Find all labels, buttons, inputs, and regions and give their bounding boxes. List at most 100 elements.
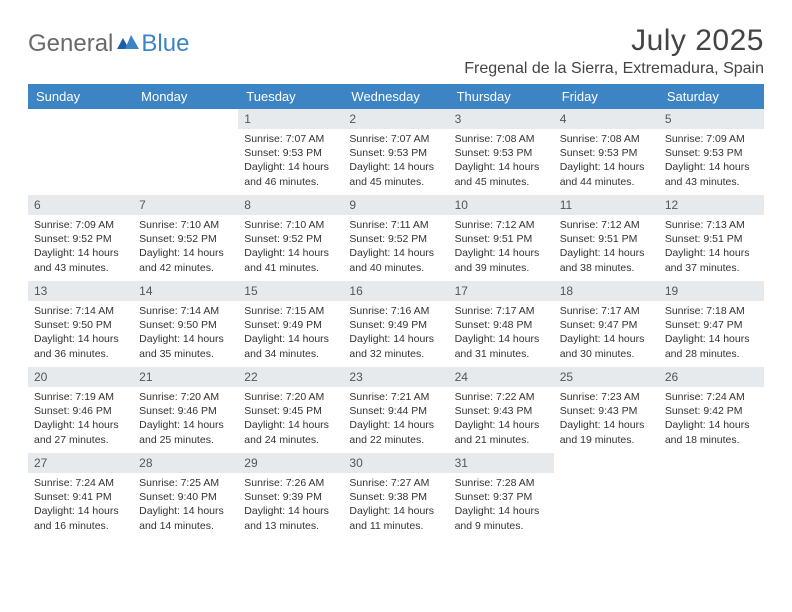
daylight-text: Daylight: 14 hours and 24 minutes.: [244, 418, 337, 446]
daylight-text: Daylight: 14 hours and 21 minutes.: [455, 418, 548, 446]
calendar-cell: 31Sunrise: 7:28 AMSunset: 9:37 PMDayligh…: [449, 453, 554, 539]
daylight-text: Daylight: 14 hours and 44 minutes.: [560, 160, 653, 188]
sunrise-text: Sunrise: 7:12 AM: [455, 218, 548, 232]
calendar-cell: 13Sunrise: 7:14 AMSunset: 9:50 PMDayligh…: [28, 281, 133, 367]
daylight-text: Daylight: 14 hours and 16 minutes.: [34, 504, 127, 532]
calendar-cell: 19Sunrise: 7:18 AMSunset: 9:47 PMDayligh…: [659, 281, 764, 367]
calendar-week-row: 20Sunrise: 7:19 AMSunset: 9:46 PMDayligh…: [28, 367, 764, 453]
calendar-cell: 11Sunrise: 7:12 AMSunset: 9:51 PMDayligh…: [554, 195, 659, 281]
daylight-text: Daylight: 14 hours and 43 minutes.: [665, 160, 758, 188]
day-details: Sunrise: 7:17 AMSunset: 9:47 PMDaylight:…: [554, 301, 659, 367]
day-details: Sunrise: 7:25 AMSunset: 9:40 PMDaylight:…: [133, 473, 238, 539]
month-title: July 2025: [464, 24, 764, 58]
sunset-text: Sunset: 9:43 PM: [455, 404, 548, 418]
calendar-body: 1Sunrise: 7:07 AMSunset: 9:53 PMDaylight…: [28, 109, 764, 539]
daylight-text: Daylight: 14 hours and 43 minutes.: [34, 246, 127, 274]
day-number: 23: [343, 367, 448, 387]
daylight-text: Daylight: 14 hours and 34 minutes.: [244, 332, 337, 360]
day-number: 28: [133, 453, 238, 473]
calendar-cell: 16Sunrise: 7:16 AMSunset: 9:49 PMDayligh…: [343, 281, 448, 367]
daylight-text: Daylight: 14 hours and 28 minutes.: [665, 332, 758, 360]
sunrise-text: Sunrise: 7:20 AM: [139, 390, 232, 404]
calendar-cell: 10Sunrise: 7:12 AMSunset: 9:51 PMDayligh…: [449, 195, 554, 281]
calendar-cell: 8Sunrise: 7:10 AMSunset: 9:52 PMDaylight…: [238, 195, 343, 281]
day-details: Sunrise: 7:09 AMSunset: 9:52 PMDaylight:…: [28, 215, 133, 281]
day-details: Sunrise: 7:18 AMSunset: 9:47 PMDaylight:…: [659, 301, 764, 367]
day-number: [133, 109, 238, 115]
daylight-text: Daylight: 14 hours and 22 minutes.: [349, 418, 442, 446]
day-details: Sunrise: 7:12 AMSunset: 9:51 PMDaylight:…: [449, 215, 554, 281]
day-header: Monday: [133, 84, 238, 109]
sunrise-text: Sunrise: 7:24 AM: [665, 390, 758, 404]
day-number: 20: [28, 367, 133, 387]
day-number: 22: [238, 367, 343, 387]
calendar-page: General Blue July 2025 Fregenal de la Si…: [0, 0, 792, 563]
sunset-text: Sunset: 9:53 PM: [455, 146, 548, 160]
sunset-text: Sunset: 9:53 PM: [244, 146, 337, 160]
day-number: 2: [343, 109, 448, 129]
sunset-text: Sunset: 9:50 PM: [139, 318, 232, 332]
sunset-text: Sunset: 9:40 PM: [139, 490, 232, 504]
sunset-text: Sunset: 9:45 PM: [244, 404, 337, 418]
sunset-text: Sunset: 9:47 PM: [560, 318, 653, 332]
day-details: Sunrise: 7:20 AMSunset: 9:45 PMDaylight:…: [238, 387, 343, 453]
day-header: Thursday: [449, 84, 554, 109]
day-header-row: Sunday Monday Tuesday Wednesday Thursday…: [28, 84, 764, 109]
brand-part2: Blue: [141, 30, 189, 58]
sunrise-text: Sunrise: 7:22 AM: [455, 390, 548, 404]
day-number: 9: [343, 195, 448, 215]
day-number: 29: [238, 453, 343, 473]
day-number: [554, 453, 659, 459]
calendar-cell: [554, 453, 659, 539]
calendar-cell: 14Sunrise: 7:14 AMSunset: 9:50 PMDayligh…: [133, 281, 238, 367]
sunrise-text: Sunrise: 7:18 AM: [665, 304, 758, 318]
daylight-text: Daylight: 14 hours and 31 minutes.: [455, 332, 548, 360]
sunset-text: Sunset: 9:52 PM: [34, 232, 127, 246]
sunset-text: Sunset: 9:52 PM: [139, 232, 232, 246]
daylight-text: Daylight: 14 hours and 40 minutes.: [349, 246, 442, 274]
sunrise-text: Sunrise: 7:20 AM: [244, 390, 337, 404]
sunrise-text: Sunrise: 7:17 AM: [455, 304, 548, 318]
calendar-week-row: 6Sunrise: 7:09 AMSunset: 9:52 PMDaylight…: [28, 195, 764, 281]
day-number: 16: [343, 281, 448, 301]
brand-part1: General: [28, 30, 113, 58]
brand-logo: General Blue: [28, 24, 189, 58]
daylight-text: Daylight: 14 hours and 39 minutes.: [455, 246, 548, 274]
day-number: 14: [133, 281, 238, 301]
day-details: Sunrise: 7:08 AMSunset: 9:53 PMDaylight:…: [554, 129, 659, 195]
calendar-cell: [659, 453, 764, 539]
day-details: Sunrise: 7:07 AMSunset: 9:53 PMDaylight:…: [343, 129, 448, 195]
calendar-cell: 3Sunrise: 7:08 AMSunset: 9:53 PMDaylight…: [449, 109, 554, 195]
calendar-cell: 27Sunrise: 7:24 AMSunset: 9:41 PMDayligh…: [28, 453, 133, 539]
day-details: Sunrise: 7:15 AMSunset: 9:49 PMDaylight:…: [238, 301, 343, 367]
sunset-text: Sunset: 9:52 PM: [349, 232, 442, 246]
logo-icon: [117, 33, 139, 49]
day-number: 3: [449, 109, 554, 129]
sunrise-text: Sunrise: 7:11 AM: [349, 218, 442, 232]
daylight-text: Daylight: 14 hours and 36 minutes.: [34, 332, 127, 360]
calendar-cell: 29Sunrise: 7:26 AMSunset: 9:39 PMDayligh…: [238, 453, 343, 539]
day-details: Sunrise: 7:16 AMSunset: 9:49 PMDaylight:…: [343, 301, 448, 367]
daylight-text: Daylight: 14 hours and 27 minutes.: [34, 418, 127, 446]
calendar-cell: 23Sunrise: 7:21 AMSunset: 9:44 PMDayligh…: [343, 367, 448, 453]
sunrise-text: Sunrise: 7:12 AM: [560, 218, 653, 232]
daylight-text: Daylight: 14 hours and 32 minutes.: [349, 332, 442, 360]
day-number: 25: [554, 367, 659, 387]
day-details: Sunrise: 7:28 AMSunset: 9:37 PMDaylight:…: [449, 473, 554, 539]
calendar-cell: [133, 109, 238, 195]
calendar-cell: 22Sunrise: 7:20 AMSunset: 9:45 PMDayligh…: [238, 367, 343, 453]
daylight-text: Daylight: 14 hours and 45 minutes.: [455, 160, 548, 188]
daylight-text: Daylight: 14 hours and 41 minutes.: [244, 246, 337, 274]
sunrise-text: Sunrise: 7:13 AM: [665, 218, 758, 232]
calendar-cell: 17Sunrise: 7:17 AMSunset: 9:48 PMDayligh…: [449, 281, 554, 367]
day-header: Friday: [554, 84, 659, 109]
calendar-cell: 26Sunrise: 7:24 AMSunset: 9:42 PMDayligh…: [659, 367, 764, 453]
calendar-week-row: 1Sunrise: 7:07 AMSunset: 9:53 PMDaylight…: [28, 109, 764, 195]
day-number: 24: [449, 367, 554, 387]
day-details: Sunrise: 7:07 AMSunset: 9:53 PMDaylight:…: [238, 129, 343, 195]
day-number: [659, 453, 764, 459]
day-number: 7: [133, 195, 238, 215]
sunrise-text: Sunrise: 7:10 AM: [244, 218, 337, 232]
sunrise-text: Sunrise: 7:19 AM: [34, 390, 127, 404]
calendar-cell: 2Sunrise: 7:07 AMSunset: 9:53 PMDaylight…: [343, 109, 448, 195]
